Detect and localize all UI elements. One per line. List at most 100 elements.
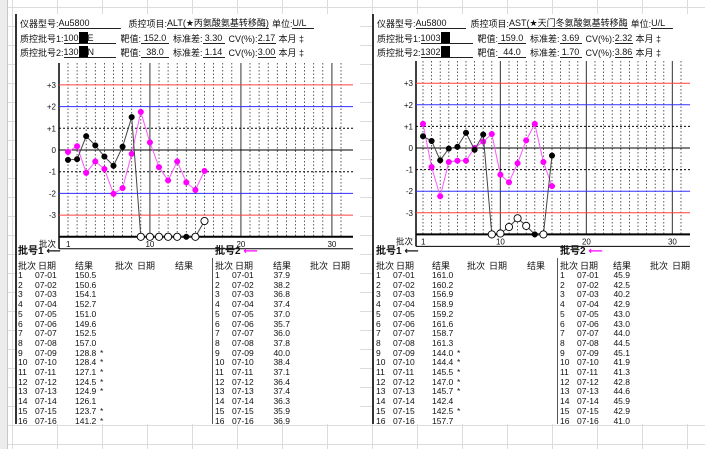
table-row-date: 07-14 xyxy=(577,396,599,407)
table-row-batch: 16 xyxy=(215,415,225,426)
table-row-date: 07-13 xyxy=(35,386,57,397)
table-row-batch: 9 xyxy=(560,347,565,358)
col-result: 结果 xyxy=(175,261,194,271)
data-point-lot1 xyxy=(531,231,538,238)
row-header-strip xyxy=(0,0,8,449)
table-row-date: 07-15 xyxy=(393,405,415,416)
data-point-lot1 xyxy=(437,157,444,164)
data-point-lot1 xyxy=(480,131,487,138)
lot2-target: 44.0 xyxy=(498,47,527,58)
lot1-number: 1003 xyxy=(420,33,441,43)
table-row-result: 41.0 xyxy=(613,415,630,426)
unit-label: 单位: xyxy=(630,19,652,29)
table-row-date: 07-04 xyxy=(577,299,599,310)
table-row-date: 07-03 xyxy=(232,289,254,300)
data-point-lot2 xyxy=(155,164,163,171)
table-row-result: 36.8 xyxy=(273,289,290,300)
table-row-batch: 9 xyxy=(376,347,381,358)
table-row-result: 43.0 xyxy=(613,318,630,329)
table-row-batch: 8 xyxy=(376,337,381,348)
table-row-result: 37.0 xyxy=(273,308,290,319)
table-row-date: 07-09 xyxy=(232,347,254,358)
lot1-sd: 3.30 xyxy=(202,33,225,44)
table-row-batch: 4 xyxy=(560,299,565,310)
cv-label: CV(%): xyxy=(585,34,615,44)
table-row-batch: 10 xyxy=(376,357,386,368)
table-row-date: 07-10 xyxy=(577,357,599,368)
table-row-batch: 3 xyxy=(376,289,381,300)
data-point-lot2 xyxy=(445,158,452,166)
outlier-flag: * xyxy=(457,347,461,358)
table-row-result: 40.0 xyxy=(273,347,290,358)
lot1-target: 152.0 xyxy=(141,33,170,44)
table-row-batch: 2 xyxy=(376,279,381,290)
data-point-lot1 xyxy=(119,143,126,150)
x-axis-label: 批次 xyxy=(396,236,414,246)
table-row-batch: 6 xyxy=(560,318,565,329)
col-batch: 批次 xyxy=(560,261,579,271)
table-row-result: 38.4 xyxy=(273,357,290,368)
table-row-date: 07-15 xyxy=(232,405,254,416)
redaction-box xyxy=(440,32,450,43)
x-tick-label: 10 xyxy=(145,240,154,249)
table-row-result: 45.9 xyxy=(613,396,630,407)
table-row-batch: 15 xyxy=(215,405,225,416)
table-row-result: 158.9 xyxy=(432,299,454,310)
series-line-2 xyxy=(67,111,205,195)
table-row-batch: 11 xyxy=(376,367,385,377)
table-row-result: 147.0 xyxy=(432,376,454,387)
table-row-result: 149.6 xyxy=(75,318,97,329)
table-row-result: 158.7 xyxy=(432,328,454,339)
col-batch: 批次 xyxy=(376,261,395,271)
y-tick-label: -2 xyxy=(406,187,414,196)
table-row-result: 157.7 xyxy=(432,415,454,426)
table-row-result: 38.2 xyxy=(273,279,290,290)
table-row-result: 159.2 xyxy=(432,308,454,319)
x-tick-label: 1 xyxy=(66,240,71,249)
table-row-batch: 13 xyxy=(560,386,570,397)
table-row-result: 37.4 xyxy=(273,299,290,310)
table-row-date: 07-06 xyxy=(577,318,599,329)
table-row-batch: 1 xyxy=(560,270,565,280)
data-point-lot2 xyxy=(101,165,108,173)
data-point-lot2 xyxy=(505,179,513,186)
y-tick-label: -2 xyxy=(49,189,57,198)
table-row-date: 07-07 xyxy=(232,328,254,339)
table-row-date: 07-16 xyxy=(35,415,57,426)
table-row-date: 07-05 xyxy=(577,308,599,319)
table-row-batch: 15 xyxy=(560,405,570,416)
lot2-sd: 1.14 xyxy=(202,47,225,58)
data-point-lot1 xyxy=(462,129,470,136)
table-row-date: 07-06 xyxy=(393,318,415,329)
target-label: 靶值: xyxy=(120,34,142,44)
data-point-lot2 xyxy=(454,157,461,164)
table-row-date: 07-11 xyxy=(577,367,599,377)
data-point-lot1 xyxy=(173,232,182,241)
col-batch: 批次 xyxy=(18,261,37,271)
col-result: 结果 xyxy=(432,261,451,271)
data-point-lot1 xyxy=(64,156,72,163)
table-row-date: 07-09 xyxy=(393,347,415,358)
table-row-batch: 3 xyxy=(560,289,565,300)
data-point-lot1 xyxy=(191,232,200,241)
table-row-batch: 7 xyxy=(376,328,381,339)
data-point-lot1 xyxy=(83,133,90,140)
redaction-box xyxy=(440,46,450,57)
data-point-lot2 xyxy=(137,108,144,115)
data-point-lot2 xyxy=(548,183,556,190)
table-row-result: 141.2 xyxy=(75,415,97,426)
data-point-lot1 xyxy=(445,145,452,152)
sd-label: 标准差: xyxy=(173,48,203,58)
instrument-value: Au5800 xyxy=(58,18,121,29)
col-batch: 批次 xyxy=(310,261,329,271)
y-tick-label: -1 xyxy=(406,166,414,175)
table-row-result: 126.1 xyxy=(75,396,97,407)
table-row-batch: 10 xyxy=(18,357,28,368)
table-row-result: 45.9 xyxy=(613,270,630,280)
table-row-batch: 12 xyxy=(560,376,570,387)
data-point-lot2 xyxy=(523,137,530,144)
table-row-batch: 8 xyxy=(215,337,220,348)
table-row-date: 07-12 xyxy=(577,376,599,387)
table-row-batch: 5 xyxy=(376,308,381,319)
series-line-2 xyxy=(422,122,553,199)
